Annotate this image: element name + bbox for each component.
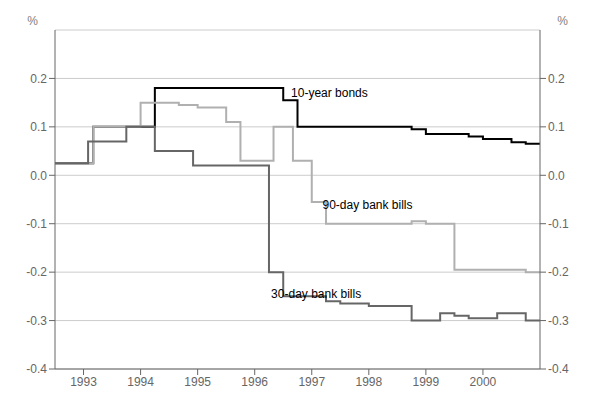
svg-text:30-day bank bills: 30-day bank bills	[271, 287, 361, 301]
svg-text:-0.3: -0.3	[548, 314, 569, 328]
svg-text:0.2: 0.2	[548, 72, 565, 86]
svg-text:1997: 1997	[298, 375, 325, 389]
svg-text:0.2: 0.2	[30, 72, 47, 86]
svg-text:0.0: 0.0	[548, 169, 565, 183]
svg-text:-0.3: -0.3	[26, 314, 47, 328]
svg-text:1995: 1995	[184, 375, 211, 389]
svg-text:0.1: 0.1	[548, 120, 565, 134]
svg-text:1998: 1998	[355, 375, 382, 389]
svg-text:1994: 1994	[127, 375, 154, 389]
svg-text:-0.1: -0.1	[548, 217, 569, 231]
svg-text:%: %	[27, 14, 38, 28]
svg-text:-0.4: -0.4	[26, 362, 47, 376]
svg-text:-0.1: -0.1	[26, 217, 47, 231]
svg-text:1996: 1996	[241, 375, 268, 389]
svg-text:-0.4: -0.4	[548, 362, 569, 376]
svg-text:0.0: 0.0	[30, 169, 47, 183]
svg-text:1993: 1993	[70, 375, 97, 389]
svg-text:10-year bonds: 10-year bonds	[291, 86, 368, 100]
svg-text:%: %	[557, 14, 568, 28]
svg-text:90-day bank bills: 90-day bank bills	[322, 198, 412, 212]
svg-text:0.1: 0.1	[30, 120, 47, 134]
svg-text:1999: 1999	[413, 375, 440, 389]
svg-text:-0.2: -0.2	[548, 265, 569, 279]
svg-text:-0.2: -0.2	[26, 265, 47, 279]
svg-text:2000: 2000	[470, 375, 497, 389]
